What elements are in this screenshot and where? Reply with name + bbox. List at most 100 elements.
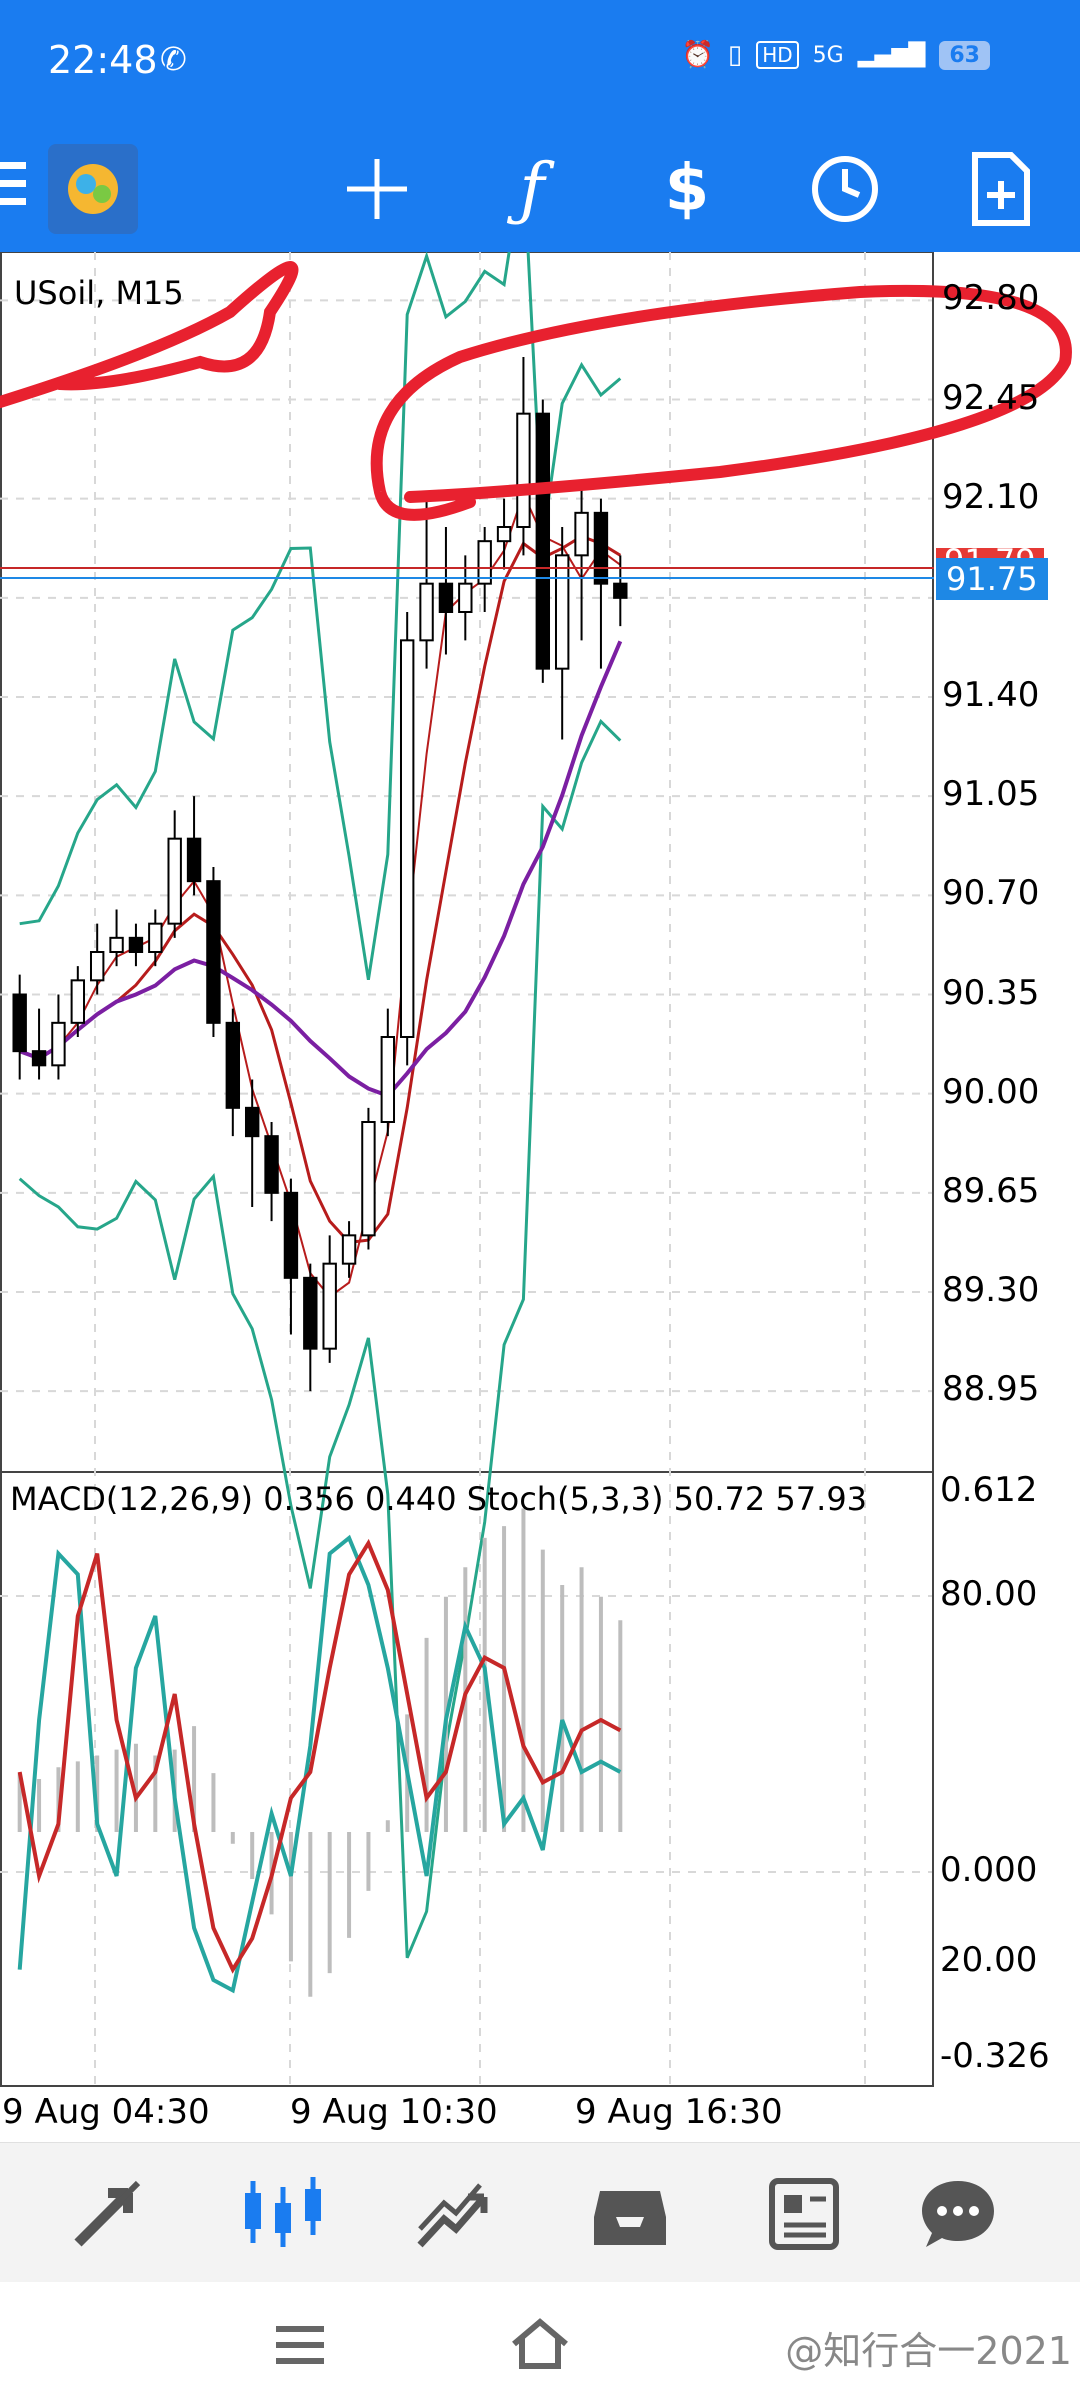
trade-icon[interactable]: $ — [664, 152, 710, 226]
candle-body — [322, 1262, 337, 1350]
candle-body — [167, 837, 182, 925]
candle-body — [535, 412, 551, 670]
symbol-label: USoil, M15 — [14, 274, 184, 312]
candles-icon — [245, 2177, 321, 2247]
stoch-signal-line — [17, 1538, 622, 1974]
price-tick-label: 91.05 — [942, 774, 1040, 815]
signal-icon: ▂▄▆█ — [857, 42, 926, 68]
main-plot-frame — [0, 252, 934, 1473]
price-tick-label: 90.70 — [942, 873, 1040, 914]
menu-icon[interactable] — [0, 162, 30, 212]
candle-body — [341, 1234, 357, 1265]
nav-history[interactable] — [580, 2173, 680, 2253]
candle-body — [516, 412, 531, 529]
candle-body — [283, 1191, 299, 1279]
candle-body — [613, 582, 628, 599]
current-price-label: 91.75 — [936, 558, 1048, 600]
bottom-navigation — [0, 2142, 1080, 2283]
time-tick-label: 9 Aug 04:30 — [2, 2092, 210, 2132]
nav-chart[interactable] — [232, 2173, 332, 2253]
candle-body — [419, 582, 434, 642]
price-tick-label: 90.00 — [942, 1071, 1040, 1112]
candle-body — [206, 880, 221, 1024]
price-tick-label: 91.40 — [942, 675, 1040, 715]
sub-tick-label: 0.612 — [940, 1470, 1038, 1510]
sub-tick-label: 80.00 — [940, 1574, 1038, 1614]
inbox-icon — [594, 2191, 666, 2245]
new-order-icon[interactable] — [956, 144, 1046, 234]
time-tick-label: 9 Aug 10:30 — [290, 2092, 498, 2132]
sub-plot-frame — [0, 1471, 934, 2087]
annotation-stroke-top-left — [0, 261, 299, 408]
chart-area[interactable]: USoil, M15 92.80 92.45 92.10 91.40 91.05 90.7… — [0, 252, 1080, 2142]
indicator-icon[interactable]: ƒ — [519, 149, 545, 229]
bollinger-lower — [18, 718, 622, 1959]
candle-body — [109, 936, 124, 953]
news-icon — [769, 2178, 839, 2250]
macd-histogram — [17, 1508, 623, 1997]
nav-trade[interactable] — [404, 2173, 504, 2253]
hd-badge: HD — [756, 41, 799, 69]
price-tick-label: 92.80 — [942, 278, 1040, 319]
candle-body — [554, 554, 570, 670]
quotes-icon — [74, 2180, 141, 2247]
price-tick-label: 92.45 — [942, 377, 1040, 418]
status-icons: ⏰ ▯ HD 5G ▂▄▆█ 63 — [681, 40, 990, 70]
sub-tick-label: 0.000 — [940, 1850, 1038, 1890]
candle-body — [12, 993, 27, 1053]
stochastic-lines — [17, 1534, 622, 1994]
stoch-main-line — [17, 1534, 622, 1994]
candle-body — [496, 526, 512, 543]
recent-apps-icon[interactable] — [276, 2326, 324, 2366]
candle-body — [148, 922, 163, 954]
candle-body — [593, 511, 609, 585]
nav-quotes[interactable] — [58, 2173, 158, 2253]
alarm-icon: ⏰ — [681, 40, 714, 70]
chat-icon — [922, 2181, 994, 2247]
candle-body — [70, 979, 86, 1024]
price-tick-label: 88.95 — [942, 1369, 1040, 1410]
nav-chat[interactable] — [908, 2173, 1008, 2253]
sub-tick-label: -0.326 — [940, 2036, 1050, 2076]
candle-body — [399, 639, 415, 1038]
phone-icon: ✆ — [160, 40, 187, 78]
status-time: 22:48 — [48, 38, 158, 82]
bollinger-upper — [19, 252, 622, 981]
home-icon[interactable] — [508, 2316, 572, 2376]
candle-body — [128, 936, 144, 953]
candle-body — [303, 1276, 318, 1350]
bollinger-bands — [18, 252, 622, 1959]
status-bar: 22:48 ✆ ⏰ ▯ HD 5G ▂▄▆█ 63 — [0, 0, 1080, 120]
sub-tick-label: 20.00 — [940, 1940, 1038, 1980]
chart-toolbar: ƒ $ — [0, 120, 1080, 252]
candle-body — [380, 1036, 396, 1123]
candle-body — [574, 511, 589, 557]
logo-icon[interactable] — [48, 144, 138, 234]
ma-slow — [19, 640, 623, 1099]
price-tick-label: 90.35 — [942, 972, 1040, 1013]
time-tick-label: 9 Aug 16:30 — [575, 2092, 783, 2132]
candle-body — [51, 1021, 66, 1067]
price-tick-label: 89.30 — [942, 1270, 1040, 1310]
annotation-stroke-highlight — [370, 284, 1072, 521]
candle-body — [186, 837, 202, 883]
price-tick-label: 89.65 — [942, 1170, 1040, 1211]
candle-body — [477, 540, 492, 585]
candle-body — [458, 582, 473, 613]
crosshair-icon[interactable] — [332, 144, 422, 234]
indicator-label: MACD(12,26,9) 0.356 0.440 Stoch(5,3,3) 5… — [10, 1480, 868, 1518]
candle-body — [438, 582, 454, 613]
candle-body — [361, 1121, 376, 1237]
network-label: 5G — [812, 42, 844, 68]
clock-icon[interactable] — [800, 144, 890, 234]
candlesticks — [12, 357, 628, 1392]
candle-body — [264, 1135, 279, 1194]
watermark: @知行合一2021 — [785, 2329, 1072, 2373]
candle-body — [225, 1021, 241, 1109]
candle-body — [89, 951, 105, 982]
candle-body — [31, 1050, 47, 1067]
candle-body — [244, 1106, 260, 1138]
battery-badge: 63 — [939, 40, 990, 70]
system-navigation: @知行合一2021 — [0, 2282, 1080, 2408]
nav-news[interactable] — [752, 2173, 852, 2253]
